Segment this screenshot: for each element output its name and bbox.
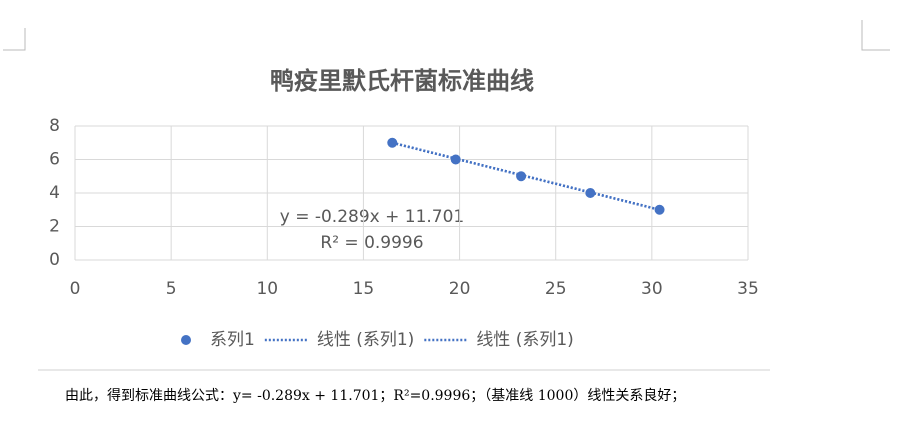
y-tick-label: 2 <box>49 217 60 237</box>
y-tick-label: 0 <box>49 250 60 270</box>
x-tick-label: 15 <box>353 279 375 299</box>
x-tick-label: 5 <box>166 279 177 299</box>
legend-label: 系列1 <box>210 330 255 350</box>
x-tick-label: 10 <box>256 279 278 299</box>
y-tick-label: 4 <box>49 183 60 203</box>
point <box>585 188 596 198</box>
x-tick-label: 20 <box>449 279 471 299</box>
legend-key <box>181 335 191 345</box>
chart-title: 鸭疫里默氏杆菌标准曲线 <box>270 67 534 95</box>
point <box>654 204 665 215</box>
point <box>387 137 398 148</box>
y-tick-label: 8 <box>49 116 60 136</box>
legend-label: 线性 (系列1) <box>476 330 573 350</box>
point <box>450 154 461 165</box>
y-tick-label: 6 <box>49 150 60 170</box>
point <box>516 171 527 182</box>
body-text: 由此，得到标准曲线公式：y= -0.289x + 11.701；R²=0.999… <box>65 387 685 404</box>
x-tick-label: 0 <box>70 279 81 299</box>
legend-label: 线性 (系列1) <box>317 330 414 350</box>
corner-mark <box>3 28 26 51</box>
annotation: R² = 0.9996 <box>320 233 423 253</box>
corner-mark <box>861 20 890 51</box>
annotation: y = -0.289x + 11.701 <box>280 207 465 227</box>
x-tick-label: 30 <box>641 279 663 299</box>
x-tick-label: 25 <box>545 279 567 299</box>
x-tick-label: 35 <box>737 279 759 299</box>
